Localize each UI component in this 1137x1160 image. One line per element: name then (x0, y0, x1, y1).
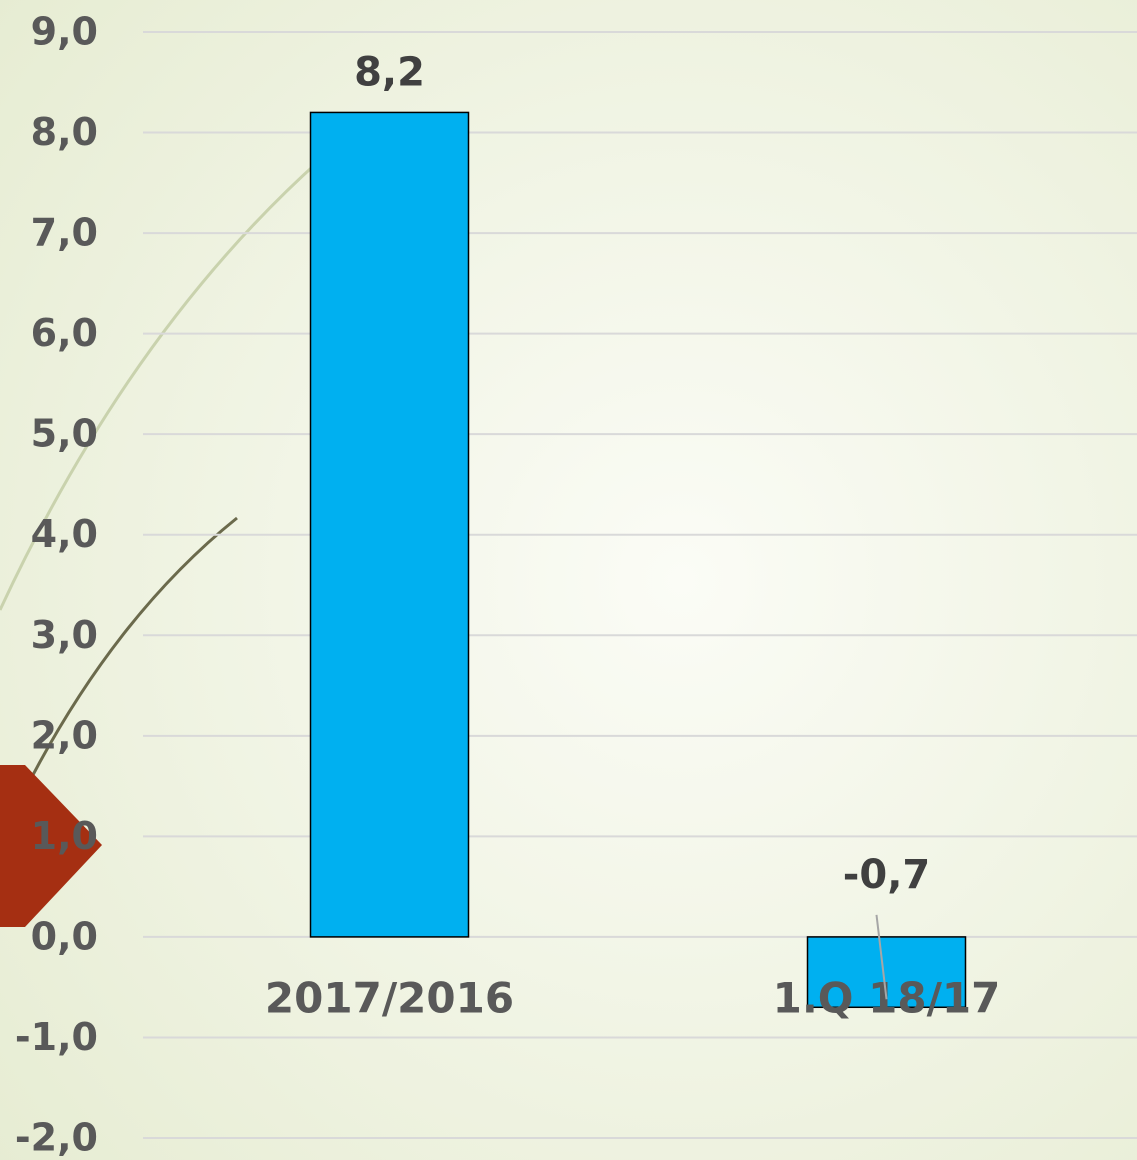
y-tick-label: 3,0 (31, 613, 98, 657)
value-label: -0,7 (843, 852, 930, 898)
y-tick-label: 9,0 (31, 10, 98, 54)
y-tick-label: 8,0 (31, 110, 98, 154)
y-tick-label: 5,0 (31, 412, 98, 456)
y-tick-label: 6,0 (31, 311, 98, 355)
value-label: 8,2 (354, 49, 425, 95)
bar (309, 111, 470, 938)
decor-curve (18, 516, 238, 801)
leader-line (875, 914, 888, 1000)
y-tick-label: -2,0 (15, 1116, 98, 1160)
y-tick-label: 1,0 (31, 814, 98, 858)
y-tick-label: 4,0 (31, 512, 98, 556)
decor-curve (0, 158, 322, 611)
y-tick-label: 7,0 (31, 211, 98, 255)
decor-shape (0, 765, 102, 927)
x-tick-label: 2017/2016 (265, 973, 514, 1022)
y-tick-label: 0,0 (31, 914, 98, 958)
y-tick-label: -1,0 (15, 1015, 98, 1059)
grid: -2,0 -1,0 0,0 1,0 2,0 3,0 4,0 5,0 6,0 7,0 8,0 9,0 (15, 10, 1137, 1160)
y-tick-label: 2,0 (31, 713, 98, 757)
